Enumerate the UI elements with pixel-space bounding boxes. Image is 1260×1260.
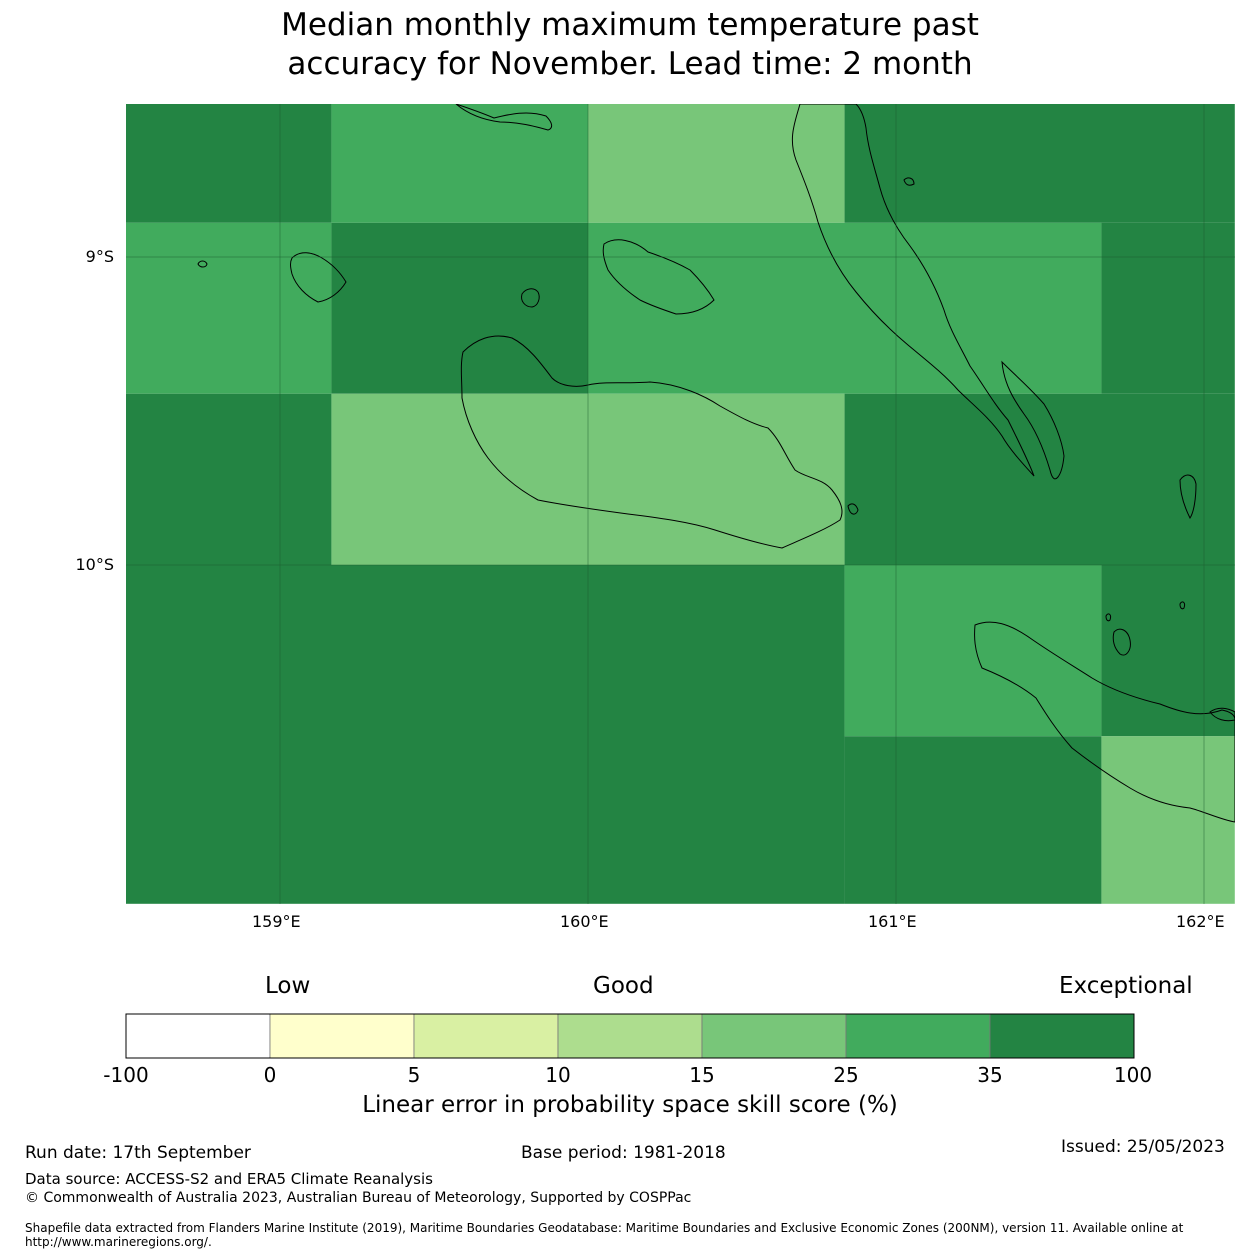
skill-cell-11 (126, 565, 845, 904)
skill-cell-2 (588, 104, 845, 223)
coastline-isabel (455, 104, 553, 131)
skill-cell-1 (331, 104, 588, 223)
colorbar-tick-label: 35 (977, 1063, 1003, 1087)
coastline-islet-1 (197, 260, 208, 268)
colorbar-tick-label: -100 (103, 1063, 149, 1087)
shapefile-credit: Shapefile data extracted from Flanders M… (25, 1221, 1184, 1249)
colorbar-border (125, 1013, 1135, 1059)
skill-cell-10 (844, 393, 1235, 565)
colorbar-category-low: Low (265, 973, 311, 999)
skill-cell-0 (126, 104, 332, 223)
colorbar-bin-5 (845, 1013, 991, 1059)
colorbar-bin-2 (413, 1013, 559, 1059)
coastline-islet-8 (903, 177, 915, 186)
colorbar-tick-label: 10 (545, 1063, 571, 1087)
coastline-islet-6 (1179, 601, 1185, 610)
colorbar-category-exceptional: Exceptional (1059, 973, 1193, 999)
coastline-islet-3 (1112, 628, 1131, 656)
colorbar-tick-label: 15 (689, 1063, 715, 1087)
lon-tick-label: 161°E (868, 912, 917, 931)
skill-cell-12 (844, 565, 1102, 737)
colorbar-bin-0 (125, 1013, 271, 1059)
coastline-maramasike (1001, 360, 1065, 480)
coastlines (197, 104, 1235, 823)
skill-cell-14 (844, 736, 1102, 904)
skill-cell-7 (1101, 222, 1235, 394)
colorbar-tick-label: 100 (1113, 1063, 1153, 1087)
gridlines (126, 104, 1235, 904)
colorbar-bin-6 (989, 1013, 1135, 1059)
lat-tick-label: 10°S (75, 555, 114, 574)
title-line-2: accuracy for November. Lead time: 2 mont… (287, 46, 973, 82)
coastline-nggela (602, 239, 715, 315)
colorbar-tick-label: 5 (407, 1063, 421, 1087)
coastline-islet-7 (1105, 613, 1111, 622)
base-period: Base period: 1981-2018 (521, 1143, 726, 1163)
skill-cell-5 (331, 222, 588, 394)
coastline-guadalcanal (460, 335, 843, 549)
colorbar-bin-4 (701, 1013, 847, 1059)
lon-tick-label: 159°E (252, 912, 301, 931)
coastline-malaita (791, 104, 1035, 477)
colorbar-category-good: Good (593, 973, 654, 999)
title-line-1: Median monthly maximum temperature past (281, 7, 979, 43)
coastline-islet-4 (1209, 707, 1235, 722)
colorbar (125, 1013, 1135, 1059)
skill-cell-15 (1101, 736, 1235, 904)
skill-cell-13 (1101, 565, 1235, 737)
skill-cell-4 (126, 222, 332, 394)
coastline-islet-2 (1179, 474, 1197, 519)
issued-date: Issued: 25/05/2023 (1061, 1137, 1225, 1157)
skill-cell-6 (588, 222, 1102, 394)
chart-title: Median monthly maximum temperature past … (0, 6, 1260, 84)
data-source: Data source: ACCESS-S2 and ERA5 Climate … (25, 1170, 433, 1188)
lon-tick-label: 160°E (560, 912, 609, 931)
skill-cell-9 (331, 393, 845, 565)
skill-cells (126, 104, 1235, 904)
skill-cell-3 (844, 104, 1235, 223)
coastline-savo (521, 288, 540, 308)
colorbar-title: Linear error in probability space skill … (362, 1092, 898, 1118)
lat-tick-label: 9°S (85, 247, 114, 266)
run-date: Run date: 17th September (25, 1143, 251, 1163)
colorbar-tick-label: 25 (833, 1063, 859, 1087)
coastline-makira (974, 621, 1235, 823)
copyright: © Commonwealth of Australia 2023, Austra… (25, 1190, 692, 1206)
coastline-islet-5 (847, 503, 859, 515)
skill-cell-8 (126, 393, 332, 565)
colorbar-bin-3 (557, 1013, 703, 1059)
colorbar-bin-1 (269, 1013, 415, 1059)
coastline-russell (290, 252, 347, 303)
lon-tick-label: 162°E (1176, 912, 1225, 931)
colorbar-tick-label: 0 (263, 1063, 277, 1087)
